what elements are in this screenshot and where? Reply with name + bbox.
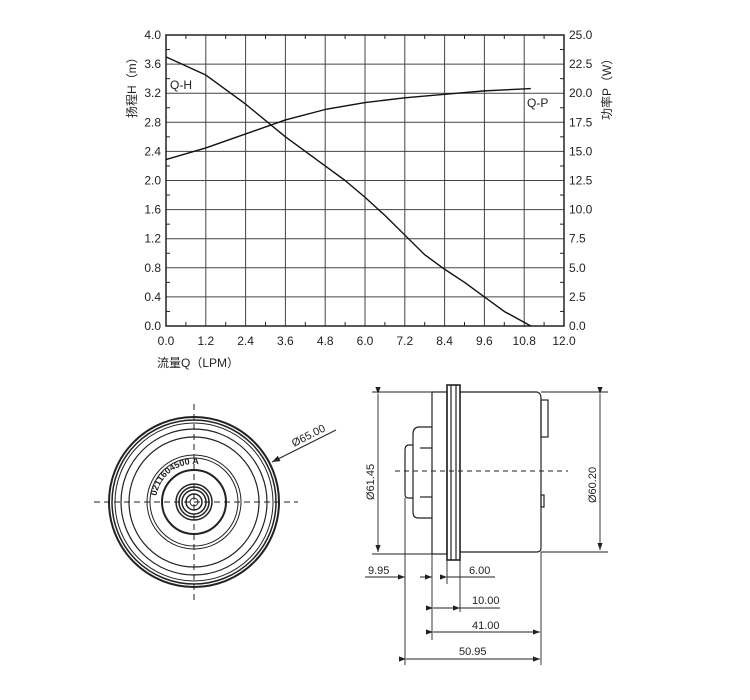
side-diameter-left-label: Ø61.45 (365, 464, 377, 500)
dim-9-95: 9.95 (368, 565, 389, 577)
front-diameter-label: Ø65.00 (290, 423, 328, 450)
plot-frame (165, 34, 565, 327)
y-left-tick-label: 0.4 (144, 290, 161, 304)
y-left-tick-label: 0.0 (144, 319, 161, 333)
y-right-tick-label: 17.5 (569, 115, 593, 129)
y-right-tick-label: 0.0 (569, 319, 586, 333)
y-left-tick-label: 1.2 (144, 232, 161, 246)
y-right-tick-label: 12.5 (569, 174, 593, 188)
x-tick-label: 1.2 (197, 334, 214, 348)
y-left-tick-label: 3.2 (144, 86, 161, 100)
y-right-tick-label: 25.0 (569, 28, 593, 42)
y-right-tick-label: 15.0 (569, 144, 593, 158)
y-left-tick-label: 4.0 (144, 28, 161, 42)
x-tick-label: 6.0 (357, 334, 374, 348)
x-axis-label: 流量Q（LPM） (157, 356, 239, 370)
x-tick-label: 9.6 (476, 334, 493, 348)
y-right-tick-label: 2.5 (569, 290, 586, 304)
x-tick-label: 0.0 (158, 334, 175, 348)
y-left-axis-label: 扬程H（m） (124, 51, 139, 118)
y-right-tick-label: 5.0 (569, 261, 586, 275)
series-label-q-h: Q-H (170, 78, 192, 92)
series-label-q-p: Q-P (527, 96, 548, 110)
y-left-tick-label: 2.4 (144, 144, 161, 158)
dim-41-00: 41.00 (472, 620, 500, 632)
dim-50-95: 50.95 (459, 646, 487, 658)
diameter-leader (271, 429, 337, 463)
y-left-tick-label: 1.6 (144, 203, 161, 217)
x-tick-label: 2.4 (237, 334, 254, 348)
y-right-tick-label: 20.0 (569, 86, 593, 100)
x-tick-label: 4.8 (317, 334, 334, 348)
y-right-axis-label: 功率P（W） (599, 53, 614, 120)
series-line-q-h (165, 56, 532, 327)
dimension-lines (365, 386, 608, 665)
x-tick-label: 7.2 (396, 334, 413, 348)
y-left-tick-label: 3.6 (144, 57, 161, 71)
x-tick-label: 8.4 (436, 334, 453, 348)
y-left-tick-label: 0.8 (144, 261, 161, 275)
side-diameter-right-label: Ø60.20 (587, 467, 599, 503)
front-view (94, 404, 337, 600)
dim-6-00: 6.00 (469, 565, 490, 577)
series-line-q-p (165, 87, 531, 161)
y-left-tick-label: 2.0 (144, 174, 161, 188)
y-right-tick-label: 22.5 (569, 57, 593, 71)
dim-10-00: 10.00 (472, 595, 500, 607)
y-left-tick-label: 2.8 (144, 115, 161, 129)
side-view (395, 384, 568, 561)
y-right-tick-label: 7.5 (569, 232, 586, 246)
x-tick-label: 12.0 (552, 334, 576, 348)
x-tick-label: 10.8 (513, 334, 537, 348)
y-right-tick-label: 10.0 (569, 203, 593, 217)
x-tick-label: 3.6 (277, 334, 294, 348)
